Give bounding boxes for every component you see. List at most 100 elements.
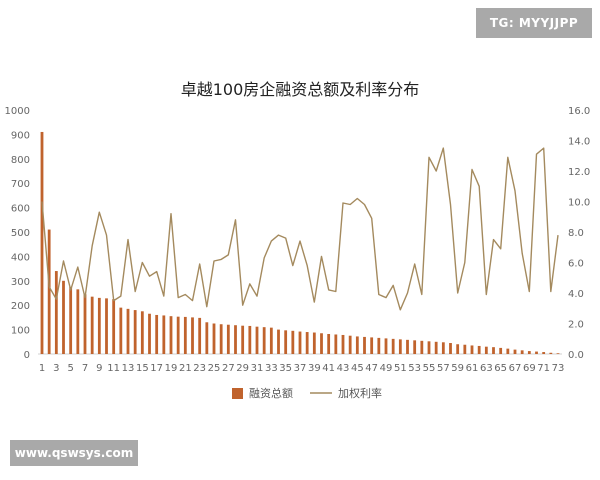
bar [47, 229, 51, 354]
bar [398, 339, 402, 354]
bar [284, 330, 288, 354]
right-tick-label: 6.0 [568, 259, 584, 270]
bar [492, 347, 495, 354]
rate-line [41, 147, 559, 311]
bar [312, 332, 316, 354]
x-tick-label: 7 [82, 363, 88, 374]
bar [255, 326, 259, 354]
bar [226, 324, 230, 354]
x-tick-label: 53 [408, 363, 421, 374]
left-tick-label: 300 [11, 277, 30, 288]
x-tick-label: 25 [208, 363, 221, 374]
bar [434, 341, 438, 354]
bar [119, 307, 123, 354]
x-tick-label: 29 [236, 363, 249, 374]
bar [363, 336, 366, 354]
x-tick-label: 5 [67, 363, 73, 374]
bar [334, 334, 338, 354]
x-tick-label: 41 [322, 363, 335, 374]
tg-watermark: TG: MYYJJPP [476, 8, 592, 38]
bar [513, 349, 517, 354]
x-tick-label: 15 [136, 363, 149, 374]
x-tick-label: 27 [222, 363, 235, 374]
bar [527, 351, 531, 354]
bar [556, 353, 560, 354]
left-tick-label: 600 [11, 204, 30, 215]
bar [391, 338, 395, 354]
bar [248, 325, 252, 354]
bar [377, 337, 381, 354]
x-axis-ticks: 1 3 5 7 9 11 13 15 17 19 21 23 25 27 29 31 33 35 37 39 41 43 4… [39, 363, 565, 374]
bar [298, 331, 302, 354]
bar [76, 289, 80, 354]
x-tick-label: 45 [351, 363, 364, 374]
right-tick-label: 16.0 [568, 106, 590, 117]
bar [83, 294, 87, 354]
bar [241, 325, 245, 354]
left-axis-ticks: 0 100 200 300 400 500 600 700 800 900 1000 [5, 106, 30, 361]
x-tick-label: 51 [394, 363, 407, 374]
bar [499, 347, 503, 354]
bar [155, 314, 159, 354]
bar [327, 333, 331, 354]
bar [484, 346, 488, 354]
legend-swatch-bar [232, 388, 243, 399]
left-tick-label: 400 [11, 252, 30, 263]
x-tick-label: 67 [509, 363, 522, 374]
legend-label-line: 加权利率 [338, 386, 382, 400]
bar [535, 351, 538, 354]
bar [112, 299, 116, 354]
bar [212, 323, 216, 354]
bar-series [40, 131, 560, 354]
legend: 融资总额 加权利率 [232, 386, 382, 400]
x-tick-label: 73 [552, 363, 565, 374]
bar [384, 338, 388, 354]
bar [470, 345, 474, 354]
x-tick-label: 65 [494, 363, 507, 374]
right-tick-label: 0.0 [568, 350, 584, 361]
bar [520, 350, 524, 354]
bar [341, 334, 345, 354]
x-tick-label: 63 [480, 363, 493, 374]
x-tick-label: 23 [193, 363, 206, 374]
x-tick-label: 71 [537, 363, 550, 374]
bar [191, 317, 194, 354]
bar [169, 316, 173, 354]
x-tick-label: 1 [39, 363, 45, 374]
bar [205, 322, 209, 354]
bar [140, 311, 144, 354]
bar [62, 280, 65, 354]
bar [413, 340, 417, 354]
left-tick-label: 1000 [5, 106, 30, 117]
bar [277, 329, 280, 354]
x-tick-label: 47 [365, 363, 378, 374]
right-tick-label: 10.0 [568, 198, 590, 209]
bar [183, 316, 187, 354]
bar [370, 337, 374, 354]
left-tick-label: 0 [24, 350, 30, 361]
x-tick-label: 33 [265, 363, 278, 374]
bar [148, 313, 151, 354]
bar [262, 327, 266, 354]
line-series [41, 147, 559, 311]
bar [90, 296, 94, 354]
x-tick-label: 59 [451, 363, 464, 374]
x-tick-label: 39 [308, 363, 321, 374]
bar [133, 310, 137, 354]
bar [305, 332, 309, 354]
bar [406, 339, 409, 354]
bar [506, 348, 510, 354]
x-tick-label: 31 [251, 363, 264, 374]
bar [40, 131, 44, 354]
bar [234, 325, 237, 354]
x-tick-label: 13 [122, 363, 135, 374]
right-tick-label: 14.0 [568, 137, 590, 148]
bar [456, 344, 460, 354]
bar [97, 297, 101, 354]
right-axis-ticks: 0.0 2.0 4.0 6.0 8.0 10.0 12.0 14.0 16.0 [568, 106, 590, 361]
left-tick-label: 800 [11, 155, 30, 166]
chart-title: 卓越100房企融资总额及利率分布 [180, 80, 420, 99]
left-tick-label: 900 [11, 130, 30, 141]
bar [219, 324, 223, 354]
